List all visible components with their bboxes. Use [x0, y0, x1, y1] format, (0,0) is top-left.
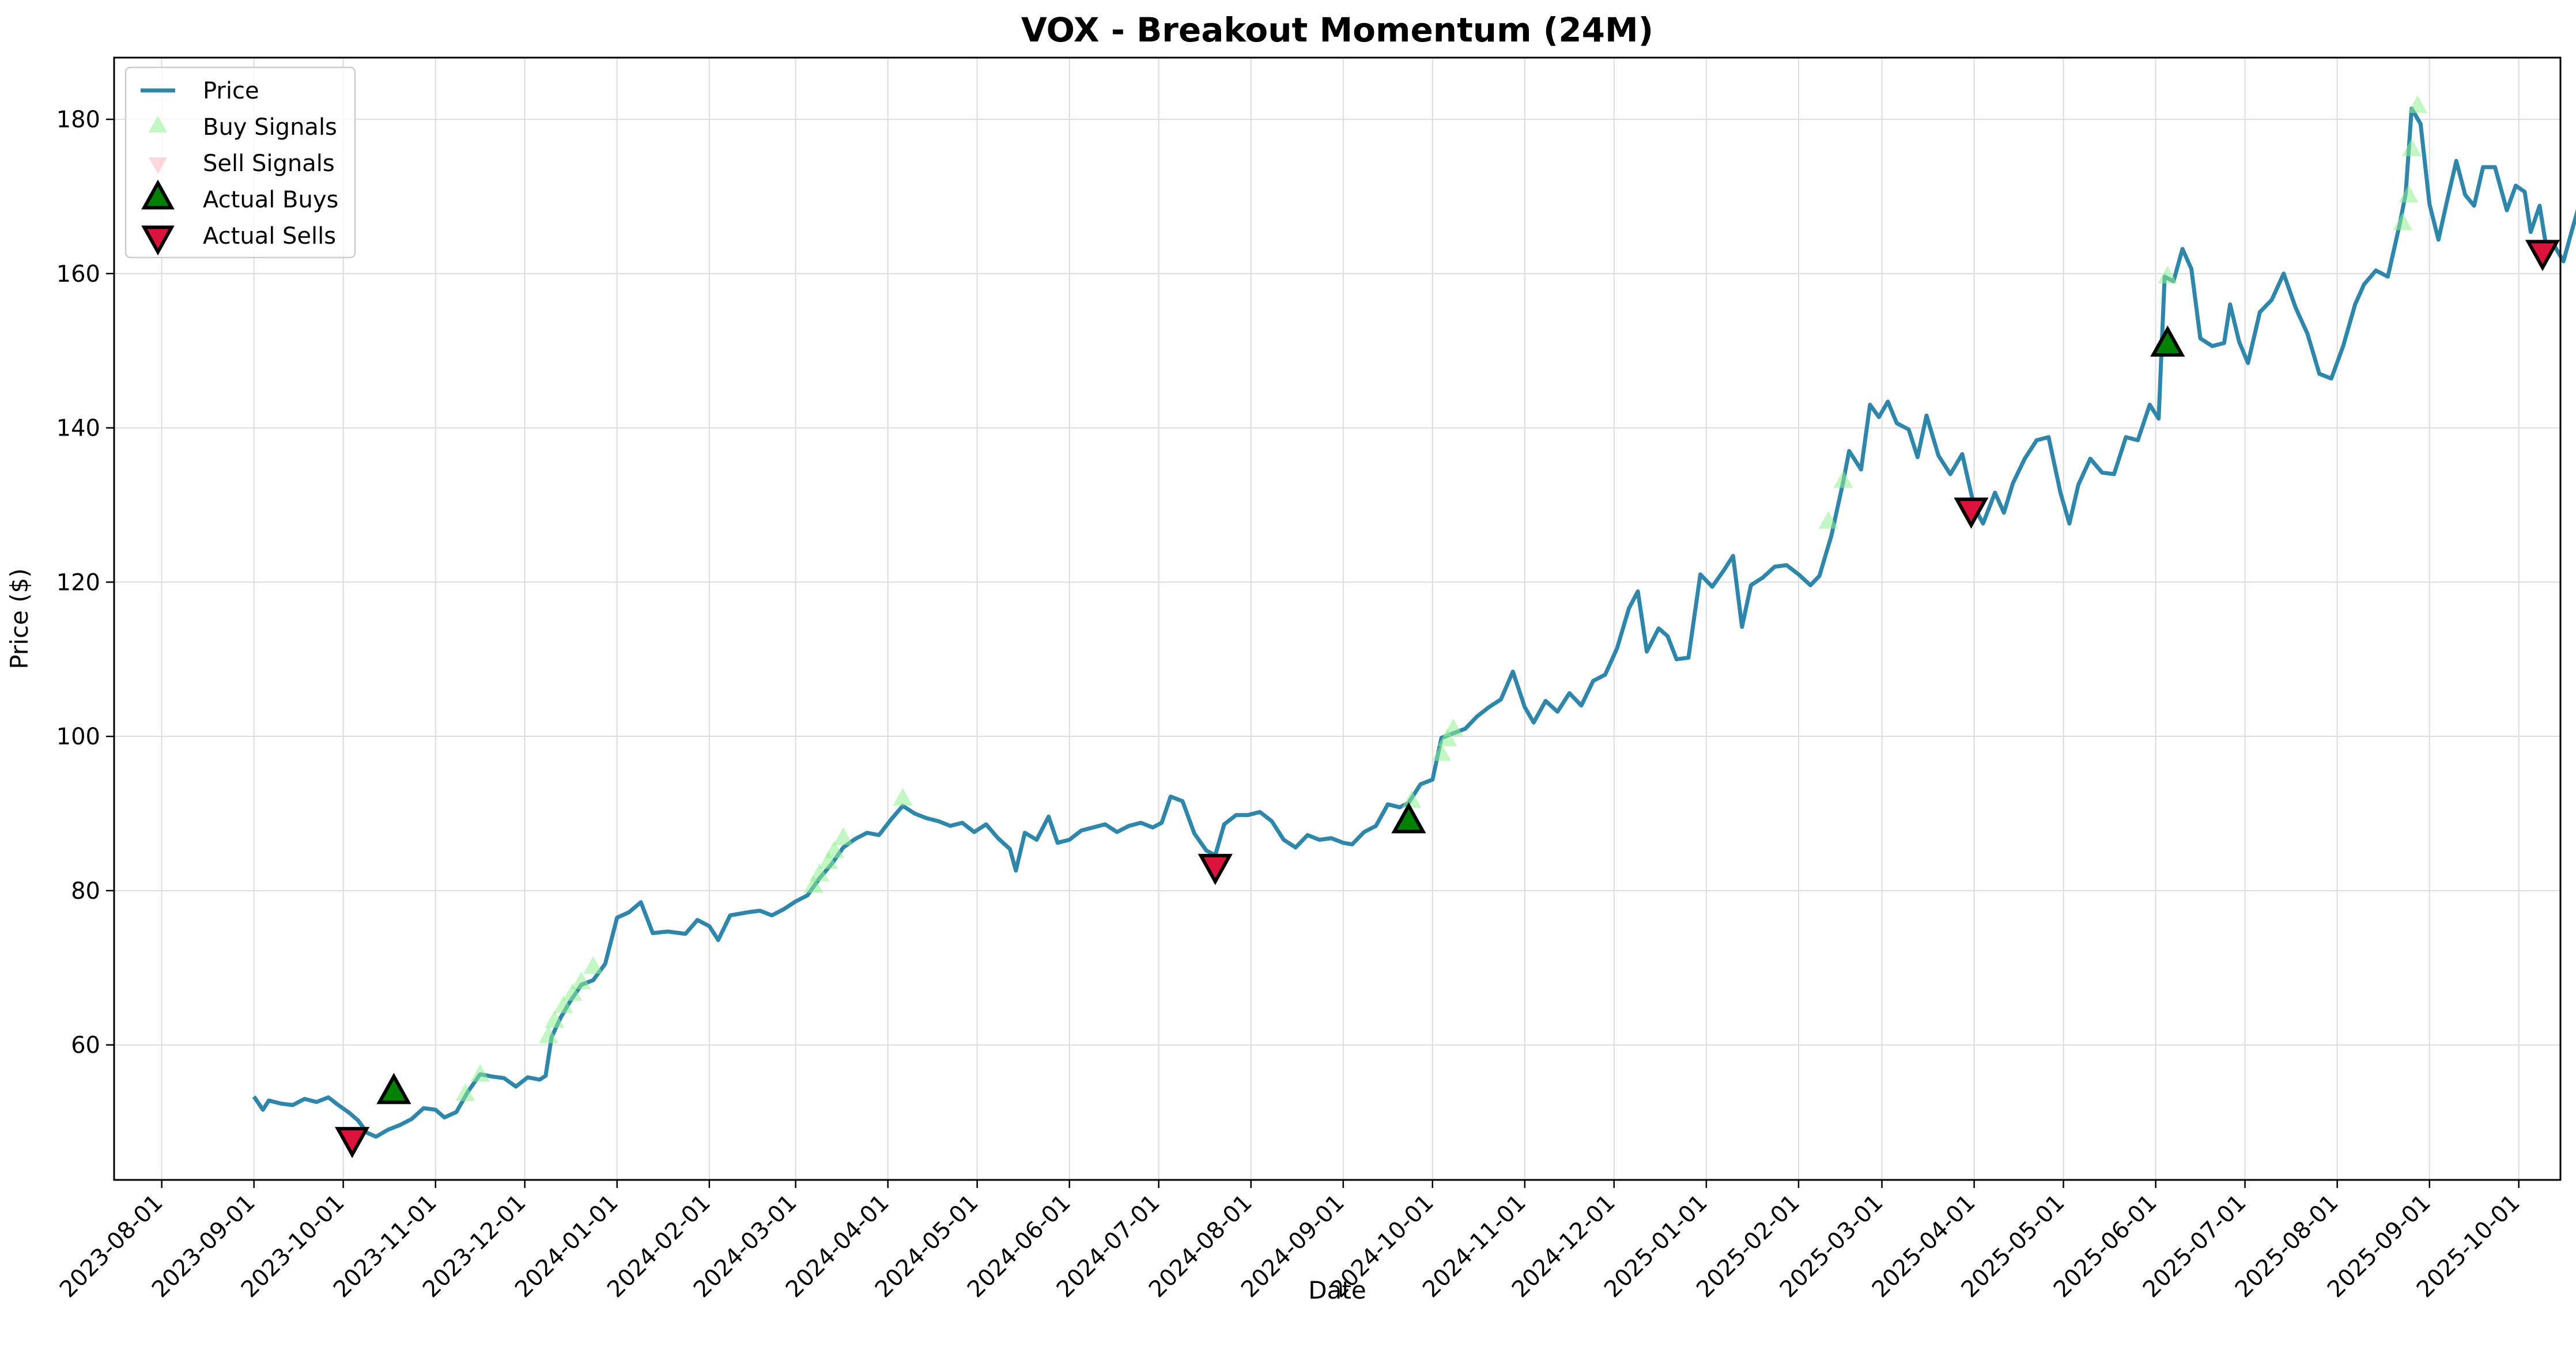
legend-swatch-actual-sell-marker: [141, 225, 175, 256]
buy-signal-marker: [1833, 470, 1853, 488]
x-axis-title: Date: [1308, 1276, 1366, 1304]
y-tick-label: 160: [56, 261, 100, 287]
buy-signal-marker: [2399, 184, 2419, 203]
legend-label: Actual Sells: [203, 223, 336, 249]
actual-sell-marker: [1954, 497, 1989, 529]
legend-swatch-buy-signal-marker: [148, 115, 168, 133]
buy-signal-marker: [809, 863, 829, 881]
y-tick-label: 80: [71, 878, 100, 905]
buy-signal-marker: [1443, 718, 1463, 736]
buy-signal-marker: [803, 875, 824, 893]
legend-swatch-sell-signal-marker: [148, 157, 168, 175]
buy-signal-marker: [818, 851, 838, 869]
actual-sell-marker: [1198, 854, 1233, 886]
legend-label: Price: [203, 78, 259, 104]
buy-signal-marker: [1402, 790, 1422, 808]
grid: [114, 58, 2560, 1180]
buy-signal-marker: [1431, 743, 1452, 761]
buy-signal-marker: [553, 995, 573, 1013]
buy-signal-marker: [2401, 138, 2422, 157]
legend: Price Buy Signals Sell Signals Actual Buys A…: [124, 66, 356, 259]
chart-title: VOX - Breakout Momentum (24M): [1021, 10, 1653, 50]
buy-signal-marker: [583, 956, 603, 974]
actual-buy-marker: [376, 1073, 411, 1104]
actual-sell-marker: [2525, 240, 2560, 271]
buy-signal-marker: [545, 1010, 565, 1028]
y-tick-label: 60: [71, 1032, 100, 1059]
y-tick-label: 120: [56, 569, 100, 596]
buy-signal-marker: [562, 983, 583, 1001]
plot-frame: [113, 56, 2562, 1181]
legend-label: Buy Signals: [203, 114, 337, 141]
buy-signal-marker: [893, 788, 913, 806]
buy-signal-marker: [2408, 95, 2428, 113]
buy-signal-marker: [824, 840, 844, 858]
actual-buy-marker: [2150, 325, 2185, 357]
buy-signal-marker: [833, 827, 853, 845]
legend-label: Sell Signals: [203, 150, 335, 177]
buy-signal-marker: [1818, 511, 1838, 529]
legend-label: Actual Buys: [203, 187, 338, 213]
actual-sell-marker: [335, 1127, 370, 1159]
y-tick-label: 180: [56, 107, 100, 133]
y-tick-label: 100: [56, 724, 100, 750]
buy-signal-marker: [2158, 266, 2178, 283]
buy-signal-marker: [2393, 212, 2413, 230]
y-axis-title: Price ($): [5, 568, 33, 669]
buy-signal-marker: [538, 1026, 558, 1043]
buy-signal-marker: [1437, 728, 1457, 747]
plot-series: [252, 95, 2576, 1159]
legend-box: [124, 66, 356, 259]
buy-signal-marker: [571, 971, 591, 990]
price-line: [252, 106, 2576, 1139]
buy-signal-marker: [455, 1083, 475, 1102]
buy-signal-marker: [470, 1064, 490, 1082]
legend-swatch-actual-buy-marker: [141, 179, 175, 210]
actual-buy-marker: [1391, 802, 1426, 834]
y-tick-label: 140: [56, 415, 100, 442]
